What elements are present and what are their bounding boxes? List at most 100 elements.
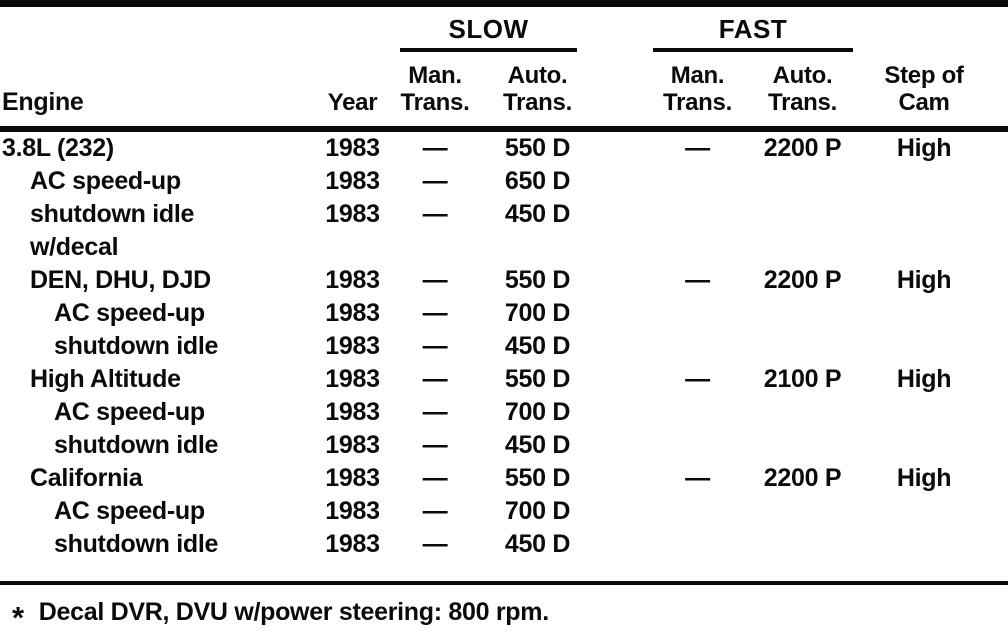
group-header-fast-cell: FAST xyxy=(650,4,860,63)
cell-fast-man-trans xyxy=(650,198,745,231)
cell-step-of-cam: High xyxy=(896,464,952,492)
cell-year: 1983 xyxy=(325,464,380,492)
cell-slow-man-trans: — xyxy=(422,167,448,195)
cell-step-of-cam: High xyxy=(896,134,952,162)
cell-slow-man-trans: — xyxy=(422,398,448,426)
column-header-slow-auto-trans: Auto. Trans. xyxy=(485,62,590,129)
table-header: SLOW FAST Engine Year Man. Trans. xyxy=(0,4,1008,129)
column-gap xyxy=(590,62,650,129)
cell-year: 1983 xyxy=(325,266,380,294)
column-gap xyxy=(590,165,650,198)
table-row: DEN, DHU, DJD 1983 — 550 D — 2200 P High xyxy=(0,264,1008,297)
cell-step-of-cam xyxy=(860,231,1008,264)
cell-slow-auto-trans: 550 D xyxy=(504,365,571,393)
cell-slow-auto-trans: 650 D xyxy=(504,167,571,195)
cell-year: 1983 xyxy=(325,332,380,360)
cell-year: 1983 xyxy=(325,530,380,558)
cell-fast-man-trans: — xyxy=(685,464,710,492)
column-header-row: Engine Year Man. Trans. Auto. Trans. Man… xyxy=(0,62,1008,129)
header-line: Man. xyxy=(670,62,725,89)
cell-fast-man-trans xyxy=(650,297,745,330)
cell-fast-auto-trans xyxy=(745,297,860,330)
cell-slow-man-trans: — xyxy=(422,200,448,228)
cell-fast-auto-trans xyxy=(745,231,860,264)
cell-year: 1983 xyxy=(325,398,380,426)
column-gap xyxy=(590,198,650,231)
header-line: Trans. xyxy=(400,89,470,116)
cell-step-of-cam xyxy=(860,330,1008,363)
cell-engine: AC speed-up xyxy=(54,299,205,327)
column-gap xyxy=(590,4,650,63)
cell-slow-man-trans: — xyxy=(422,497,448,525)
cell-fast-auto-trans xyxy=(745,330,860,363)
table-row: AC speed-up 1983 — 700 D xyxy=(0,495,1008,528)
group-header-spacer xyxy=(0,4,385,63)
cell-slow-auto-trans: 450 D xyxy=(504,332,571,360)
table-row: California 1983 — 550 D — 2200 P High xyxy=(0,462,1008,495)
cell-slow-man-trans: — xyxy=(422,431,448,459)
header-line: Cam xyxy=(898,89,950,116)
table-row: AC speed-up 1983 — 650 D xyxy=(0,165,1008,198)
table-row: 3.8L (232) 1983 — 550 D — 2200 P High xyxy=(0,129,1008,165)
cell-slow-auto-trans xyxy=(485,231,590,264)
cell-slow-auto-trans: 700 D xyxy=(504,299,571,327)
column-gap xyxy=(590,429,650,462)
cell-year: 1983 xyxy=(325,200,380,228)
column-header-slow-man-trans: Man. Trans. xyxy=(385,62,485,129)
header-line: Step of xyxy=(884,62,964,89)
cell-slow-man-trans: — xyxy=(422,299,448,327)
cell-slow-auto-trans: 550 D xyxy=(504,134,571,162)
cell-fast-man-trans xyxy=(650,528,745,561)
column-group-fast: FAST xyxy=(653,14,854,52)
group-header-row: SLOW FAST xyxy=(0,4,1008,63)
cell-step-of-cam: High xyxy=(896,266,952,294)
idle-speed-spec-table: SLOW FAST Engine Year Man. Trans. xyxy=(0,0,1008,561)
table-row: shutdown idle 1983 — 450 D xyxy=(0,429,1008,462)
cell-fast-auto-trans xyxy=(745,429,860,462)
cell-fast-man-trans xyxy=(650,330,745,363)
cell-step-of-cam xyxy=(860,495,1008,528)
cell-fast-auto-trans: 2100 P xyxy=(763,365,842,393)
cell-fast-man-trans xyxy=(650,231,745,264)
cell-engine: AC speed-up xyxy=(30,167,181,195)
cell-slow-auto-trans: 450 D xyxy=(504,431,571,459)
cell-year: 1983 xyxy=(325,431,380,459)
cell-year: 1983 xyxy=(325,167,380,195)
header-line: Auto. xyxy=(772,62,833,89)
footnote: * Decal DVR, DVU w/power steering: 800 rp… xyxy=(12,598,549,635)
cell-slow-auto-trans: 450 D xyxy=(504,200,571,228)
column-gap xyxy=(590,297,650,330)
cell-slow-man-trans: — xyxy=(422,332,448,360)
cell-slow-man-trans xyxy=(385,231,485,264)
cell-fast-man-trans xyxy=(650,396,745,429)
cell-engine: shutdown idle xyxy=(54,332,219,360)
group-label-fast: FAST xyxy=(718,14,788,44)
column-group-slow: SLOW xyxy=(400,15,577,52)
cell-year: 1983 xyxy=(325,134,380,162)
table-row: AC speed-up 1983 — 700 D xyxy=(0,297,1008,330)
header-line: Trans. xyxy=(503,89,572,116)
column-header-year: Year xyxy=(327,89,378,116)
cell-step-of-cam xyxy=(860,528,1008,561)
cell-engine: High Altitude xyxy=(30,365,181,393)
cell-fast-auto-trans xyxy=(745,495,860,528)
cell-engine: shutdown idle xyxy=(30,200,195,228)
cell-slow-man-trans: — xyxy=(422,266,448,294)
column-gap xyxy=(590,129,650,165)
cell-year: 1983 xyxy=(325,497,380,525)
column-gap xyxy=(590,264,650,297)
cell-step-of-cam xyxy=(860,429,1008,462)
column-header-fast-auto-trans: Auto. Trans. xyxy=(745,62,860,129)
cell-fast-man-trans xyxy=(650,429,745,462)
cell-step-of-cam: High xyxy=(896,365,952,393)
cell-fast-auto-trans xyxy=(745,165,860,198)
footnote-divider xyxy=(0,581,1008,585)
column-gap xyxy=(590,231,650,264)
cell-slow-auto-trans: 550 D xyxy=(504,464,571,492)
header-line: Auto. xyxy=(507,62,568,89)
column-gap xyxy=(590,528,650,561)
cell-slow-man-trans: — xyxy=(422,365,448,393)
cell-engine: w/decal xyxy=(30,233,119,261)
cell-fast-man-trans: — xyxy=(685,134,710,162)
